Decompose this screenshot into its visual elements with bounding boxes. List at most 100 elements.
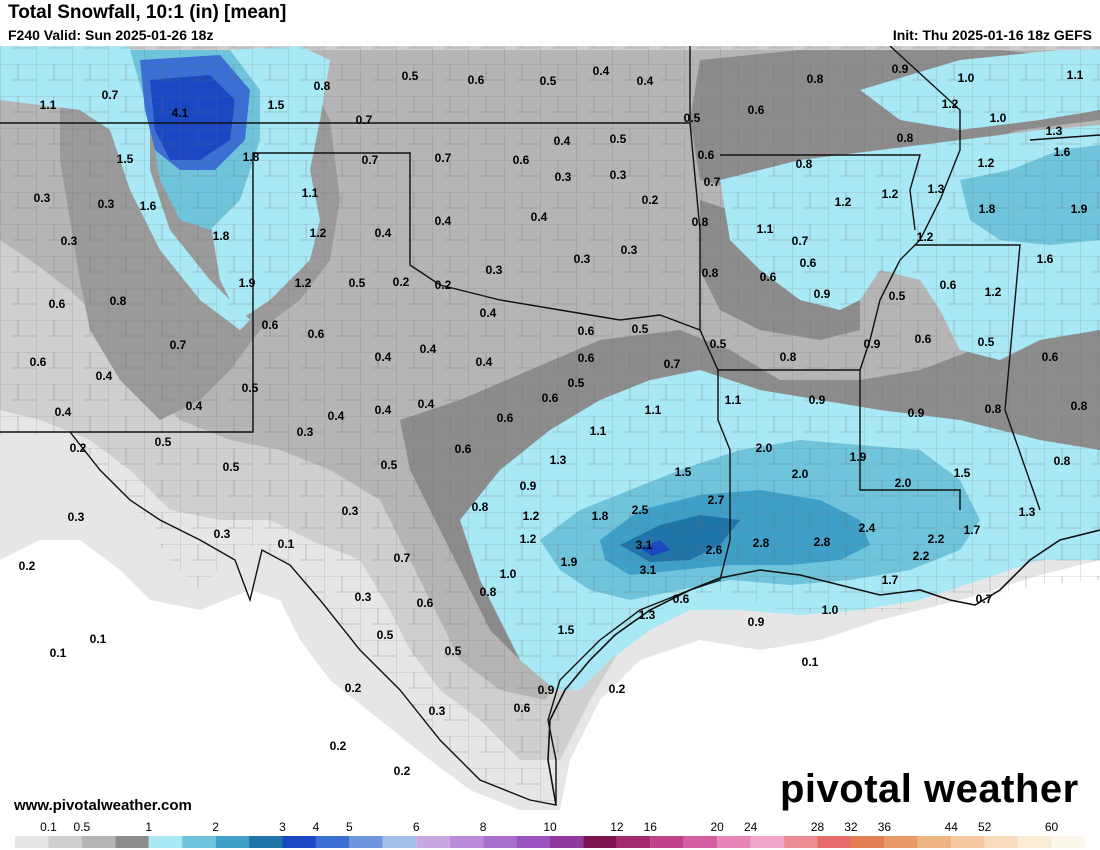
- snowfall-value-label: 2.6: [706, 543, 723, 557]
- legend-tick-label: 36: [878, 820, 892, 834]
- snowfall-value-label: 1.8: [592, 509, 609, 523]
- snowfall-value-label: 0.5: [223, 460, 240, 474]
- snowfall-value-label: 0.5: [710, 337, 727, 351]
- snowfall-value-label: 0.9: [908, 406, 925, 420]
- legend-tick-label: 8: [480, 820, 487, 834]
- legend-swatch: [148, 836, 183, 848]
- snowfall-value-label: 2.2: [913, 549, 930, 563]
- snowfall-value-label: 1.1: [302, 186, 319, 200]
- legend-swatch: [650, 836, 684, 848]
- snowfall-value-label: 0.5: [684, 111, 701, 125]
- snowfall-value-label: 0.8: [1071, 399, 1088, 413]
- snowfall-value-label: 0.9: [892, 62, 909, 76]
- legend-bins: [15, 836, 1085, 848]
- snowfall-value-label: 2.4: [859, 521, 876, 535]
- snowfall-value-label: 4.1: [172, 106, 189, 120]
- legend-swatch: [48, 836, 82, 848]
- legend-swatch: [1051, 836, 1085, 848]
- snowfall-value-label: 0.8: [314, 79, 331, 93]
- snowfall-value-label: 0.6: [262, 318, 279, 332]
- snowfall-value-label: 1.1: [1067, 68, 1084, 82]
- snowfall-value-label: 1.3: [928, 182, 945, 196]
- snowfall-value-label: 1.3: [639, 608, 656, 622]
- snowfall-value-label: 0.7: [394, 551, 411, 565]
- snowfall-value-label: 0.3: [355, 590, 372, 604]
- snowfall-value-label: 0.5: [155, 435, 172, 449]
- snowfall-value-label: 0.3: [98, 197, 115, 211]
- snowfall-value-label: 1.2: [942, 97, 959, 111]
- snowfall-value-label: 0.5: [445, 644, 462, 658]
- legend-tick-label: 60: [1045, 820, 1059, 834]
- snowfall-value-label: 0.5: [242, 381, 259, 395]
- snowfall-value-label: 0.4: [435, 214, 452, 228]
- snowfall-value-label: 0.4: [55, 405, 72, 419]
- snowfall-value-label: 2.5: [632, 503, 649, 517]
- snowfall-value-label: 1.2: [835, 195, 852, 209]
- snowfall-value-label: 1.9: [239, 276, 256, 290]
- snowfall-value-label: 0.2: [642, 193, 659, 207]
- snowfall-value-label: 1.1: [40, 98, 57, 112]
- snowfall-value-label: 0.6: [455, 442, 472, 456]
- snowfall-value-label: 0.5: [610, 132, 627, 146]
- snowfall-value-label: 1.6: [140, 199, 157, 213]
- snowfall-value-label: 1.1: [645, 403, 662, 417]
- snowfall-value-label: 1.3: [1019, 505, 1036, 519]
- snowfall-value-label: 0.7: [664, 357, 681, 371]
- legend-swatch: [583, 836, 617, 848]
- snowfall-value-label: 2.8: [753, 536, 770, 550]
- snowfall-value-label: 0.7: [356, 113, 373, 127]
- snowfall-value-label: 0.5: [540, 74, 557, 88]
- snowfall-value-label: 0.4: [186, 399, 203, 413]
- legend-tick-label: 0.1: [40, 820, 57, 834]
- snowfall-value-label: 2.2: [928, 532, 945, 546]
- snowfall-value-label: 0.4: [480, 306, 497, 320]
- legend-swatch: [951, 836, 985, 848]
- snowfall-value-label: 0.4: [328, 409, 345, 423]
- snowfall-value-label: 0.7: [170, 338, 187, 352]
- legend-tick-label: 24: [744, 820, 758, 834]
- legend-tick-label: 44: [945, 820, 959, 834]
- snowfall-value-label: 0.9: [538, 683, 555, 697]
- legend-swatch: [1018, 836, 1052, 848]
- snowfall-value-label: 0.3: [574, 252, 591, 266]
- snowfall-value-label: 0.8: [1054, 454, 1071, 468]
- snowfall-value-label: 0.6: [748, 103, 765, 117]
- legend-tick-label: 16: [644, 820, 658, 834]
- legend-tick-label: 28: [811, 820, 825, 834]
- snowfall-value-label: 0.4: [554, 134, 571, 148]
- legend-swatch: [550, 836, 584, 848]
- snowfall-value-label: 1.9: [561, 555, 578, 569]
- legend-tick-label: 2: [212, 820, 219, 834]
- snowfall-value-label: 0.5: [978, 335, 995, 349]
- snowfall-value-label: 0.2: [609, 682, 626, 696]
- legend-tick-label: 12: [610, 820, 624, 834]
- snowfall-value-label: 0.5: [381, 458, 398, 472]
- snowfall-value-label: 0.2: [393, 275, 410, 289]
- snowfall-value-label: 0.6: [673, 592, 690, 606]
- snowfall-value-label: 0.6: [514, 701, 531, 715]
- legend-tick-label: 5: [346, 820, 353, 834]
- legend-swatch: [182, 836, 216, 848]
- snowfall-value-label: 1.2: [310, 226, 327, 240]
- snowfall-value-label: 0.6: [468, 73, 485, 87]
- snowfall-labels: 1.1 0.7 4.1 1.5 0.8 0.5 0.6 0.5 0.4 0.4 0.8 0.9 1.0 1…: [19, 62, 1088, 778]
- snowfall-value-label: 0.9: [809, 393, 826, 407]
- legend-swatch: [917, 836, 952, 848]
- snowfall-value-label: 0.7: [792, 234, 809, 248]
- snowfall-map: 1.1 0.7 4.1 1.5 0.8 0.5 0.6 0.5 0.4 0.4 0.8 0.9 1.0 1…: [0, 46, 1100, 819]
- snowfall-value-label: 0.8: [480, 585, 497, 599]
- snowfall-value-label: 1.0: [822, 603, 839, 617]
- legend-swatch: [683, 836, 718, 848]
- legend-tick-label: 10: [543, 820, 557, 834]
- legend-swatch: [817, 836, 851, 848]
- snowfall-value-label: 0.3: [61, 234, 78, 248]
- legend-swatch: [483, 836, 517, 848]
- snowfall-value-label: 0.3: [342, 504, 359, 518]
- snowfall-value-label: 1.5: [117, 152, 134, 166]
- snowfall-value-label: 1.7: [964, 523, 981, 537]
- snowfall-value-label: 0.6: [698, 148, 715, 162]
- snowfall-value-label: 2.0: [792, 467, 809, 481]
- snowfall-value-label: 1.0: [500, 567, 517, 581]
- legend-tick-label: 3: [279, 820, 286, 834]
- snowfall-value-label: 0.2: [394, 764, 411, 778]
